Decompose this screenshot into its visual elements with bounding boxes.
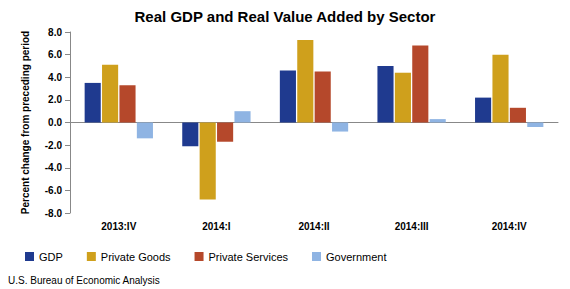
svg-text:Private Goods: Private Goods: [101, 251, 171, 263]
svg-text:2.0: 2.0: [48, 94, 62, 105]
svg-text:Percent change from preceding: Percent change from preceding period: [20, 31, 31, 214]
svg-text:Real GDP and Real Value Added: Real GDP and Real Value Added by Sector: [135, 8, 436, 25]
svg-text:4.0: 4.0: [48, 72, 62, 83]
svg-text:-4.0: -4.0: [45, 162, 63, 173]
svg-text:2014:II: 2014:II: [298, 221, 329, 232]
svg-text:-2.0: -2.0: [45, 140, 63, 151]
svg-text:-6.0: -6.0: [45, 185, 63, 196]
svg-text:-8.0: -8.0: [45, 208, 63, 219]
svg-text:U.S. Bureau of Economic Analys: U.S. Bureau of Economic Analysis: [8, 275, 160, 286]
svg-text:6.0: 6.0: [48, 49, 62, 60]
svg-text:Government: Government: [326, 251, 387, 263]
svg-text:GDP: GDP: [39, 251, 63, 263]
svg-text:Private Services: Private Services: [209, 251, 289, 263]
svg-text:2014:III: 2014:III: [395, 221, 429, 232]
svg-text:2013:IV: 2013:IV: [101, 221, 136, 232]
svg-text:2014:I: 2014:I: [202, 221, 231, 232]
svg-text:2014:IV: 2014:IV: [492, 221, 527, 232]
svg-text:8.0: 8.0: [48, 27, 62, 38]
svg-text:0.0: 0.0: [48, 117, 62, 128]
